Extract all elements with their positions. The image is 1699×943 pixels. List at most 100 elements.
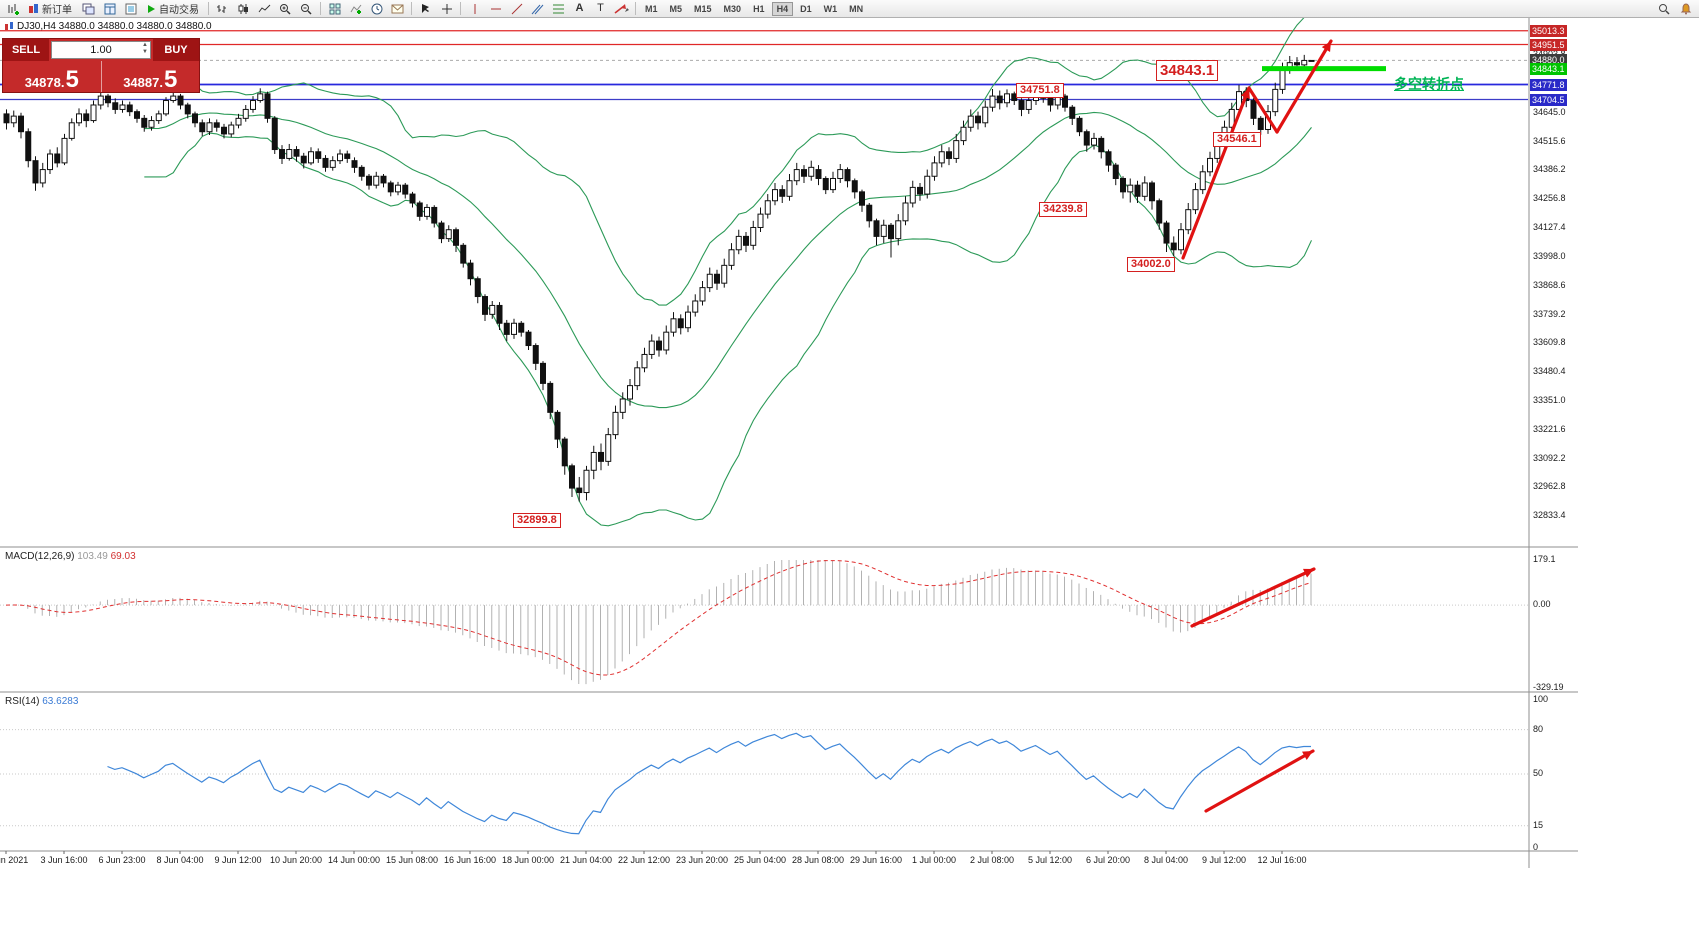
sell-button[interactable]: SELL [3,39,49,61]
volume-input[interactable]: 1.00 ▲ ▼ [51,41,151,59]
price-tick: 34127.4 [1533,222,1566,233]
time-axis-label: 21 Jun 04:00 [559,855,613,865]
bid-big-digit: 5 [65,66,79,93]
timeframe-button-MN[interactable]: MN [849,3,864,14]
time-axis-label: 23 Jun 20:00 [675,855,729,865]
volume-up-icon[interactable]: ▲ [142,42,148,48]
macd-scale-label: 179.1 [1533,554,1556,564]
price-tick: 33609.8 [1533,337,1566,348]
price-annotation[interactable]: 34239.8 [1039,202,1087,217]
data-window-icon[interactable] [121,0,140,17]
toolbar-separator [411,2,412,15]
timeframe-button-M15[interactable]: M15 [694,3,712,14]
timeframe-button-M1[interactable]: M1 [645,3,658,14]
price-annotation[interactable]: 34843.1 [1156,60,1219,81]
new-chart-icon[interactable] [3,0,22,17]
zoom-in-icon[interactable] [276,0,295,17]
price-tick: 33868.6 [1533,279,1566,290]
new-order-label: 新订单 [42,5,72,16]
vertical-line-icon[interactable] [465,0,484,17]
timeframe-button-H1[interactable]: H1 [753,3,765,14]
line-chart-icon[interactable] [255,0,274,17]
timeframe-button-D1[interactable]: D1 [800,3,812,14]
rsi-scale-label: 80 [1533,723,1544,734]
candle-chart-icon[interactable] [234,0,253,17]
macd-name: MACD(12,26,9) [5,551,75,562]
time-axis-label: 8 Jun 04:00 [156,855,204,865]
rsi-label: RSI(14) 63.6283 [5,696,78,707]
price-tick: 33351.0 [1533,394,1566,405]
timeframe-button-W1[interactable]: W1 [823,3,838,14]
rsi-scale-label: 100 [1533,694,1549,704]
price-annotation[interactable]: 32899.8 [513,513,561,528]
one-click-trading-panel: SELL 1.00 ▲ ▼ BUY 34878. 5 34887. 5 [2,38,200,93]
price-tick: 34903.8 [1533,49,1566,59]
period-clock-icon[interactable] [367,0,386,17]
time-axis-label: 18 Jun 00:00 [501,855,555,865]
tile-windows-icon[interactable] [325,0,344,17]
cursor-icon[interactable] [416,0,435,17]
time-axis-label: 2 Jul 08:00 [969,855,1015,865]
market-watch-icon[interactable] [100,0,119,17]
time-axis-label: 25 Jun 04:00 [733,855,787,865]
price-level-box: 35013.3 [1530,24,1567,37]
time-axis-label: 12 Jul 16:00 [1257,855,1307,865]
price-tick: 32833.4 [1533,510,1566,521]
zoom-out-icon[interactable] [297,0,316,17]
trendline-icon[interactable] [507,0,526,17]
alerts-mail-icon[interactable] [388,0,407,17]
volume-down-icon[interactable]: ▼ [142,49,148,55]
time-axis-label: 14 Jun 00:00 [327,855,381,865]
time-axis-label: 9 Jul 12:00 [1201,855,1247,865]
time-axis-label: 8 Jul 04:00 [1143,855,1189,865]
toolbar: 新订单 自动交易 A T M1 M5 M15 M30 H1 H4 D1 W1 MN [0,0,1699,18]
macd-label: MACD(12,26,9) 103.49 69.03 [5,551,136,562]
price-tick: 34256.8 [1533,193,1566,204]
price-level-box: 34843.1 [1530,62,1567,75]
price-tick: 34386.2 [1533,164,1566,175]
new-order-button[interactable]: 新订单 [24,0,77,17]
time-axis-label: 3 Jun 16:00 [40,855,88,865]
ask-price[interactable]: 34887. 5 [100,61,200,93]
timeframe-group: M1 M5 M15 M30 H1 H4 D1 W1 MN [639,1,869,16]
toolbar-separator [208,2,209,15]
shapes-arrow-icon[interactable] [612,0,631,17]
notification-bell-icon[interactable] [1676,0,1695,17]
timeframe-button-M30[interactable]: M30 [723,3,742,14]
time-axis-label: 28 Jun 08:00 [791,855,845,865]
label-icon[interactable]: T [597,2,604,14]
price-tick: 34515.6 [1533,135,1566,146]
indicators-icon[interactable] [346,0,365,17]
horizontal-line-icon[interactable] [486,0,505,17]
turning-point-note[interactable]: 多空转折点 [1394,76,1464,92]
profiles-icon[interactable] [79,0,98,17]
channel-icon[interactable] [528,0,547,17]
timeframe-button-H4[interactable]: H4 [771,1,794,16]
ask-big-digit: 5 [163,66,178,93]
price-tick: 32962.8 [1533,481,1566,492]
price-level-box: 34771.8 [1530,78,1567,91]
time-axis-label: 22 Jun 12:00 [617,855,671,865]
rsi-scale-label: 15 [1533,819,1544,830]
price-annotation[interactable]: 34002.0 [1127,257,1175,272]
time-axis-label: 15 Jun 08:00 [385,855,439,865]
bid-small: 34878. [24,75,65,90]
crosshair-icon[interactable] [437,0,456,17]
timeframe-button-M5[interactable]: M5 [669,3,683,14]
time-axis-label: 10 Jun 20:00 [269,855,323,865]
time-axis-label: 1 Jul 00:00 [911,855,957,865]
autotrading-button[interactable]: 自动交易 [142,0,204,17]
rsi-scale-label: 0 [1533,842,1539,852]
macd-signal-value: 69.03 [110,551,136,562]
price-annotation[interactable]: 34546.1 [1213,132,1261,147]
volume-value: 1.00 [90,44,112,56]
price-annotation[interactable]: 34751.8 [1016,83,1064,98]
bar-chart-icon[interactable] [213,0,232,17]
fibonacci-icon[interactable] [549,0,568,17]
bid-price[interactable]: 34878. 5 [3,61,101,92]
volume-spinner[interactable]: ▲ ▼ [142,42,148,56]
buy-button[interactable]: BUY [153,39,199,61]
search-icon[interactable] [1655,0,1674,17]
text-icon[interactable]: A [575,2,584,14]
